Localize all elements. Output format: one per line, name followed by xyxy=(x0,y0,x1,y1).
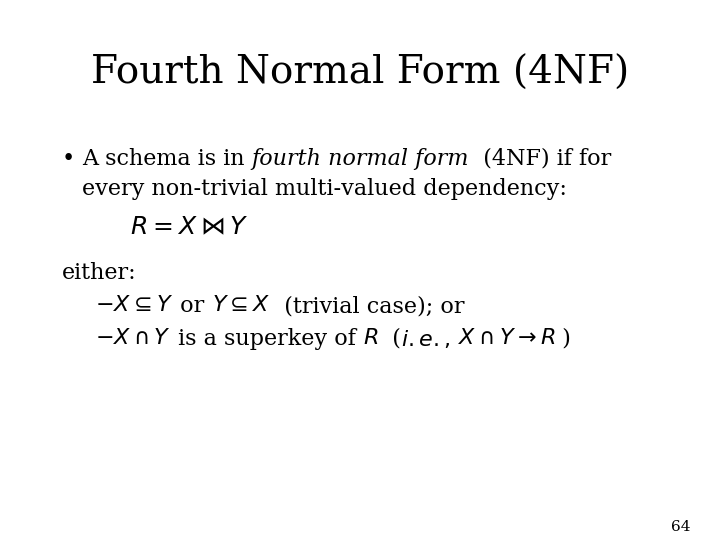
Text: 64: 64 xyxy=(670,520,690,534)
Text: $X \cap Y \rightarrow R$: $X \cap Y \rightarrow R$ xyxy=(458,328,555,348)
Text: (: ( xyxy=(378,328,401,350)
Text: (trivial case); or: (trivial case); or xyxy=(270,295,464,317)
Text: Fourth Normal Form (4NF): Fourth Normal Form (4NF) xyxy=(91,55,629,92)
Text: is a superkey of: is a superkey of xyxy=(171,328,363,350)
Text: $R$: $R$ xyxy=(363,328,378,348)
Text: fourth normal form: fourth normal form xyxy=(251,148,469,170)
Text: •: • xyxy=(62,148,76,170)
Text: every non-trivial multi-valued dependency:: every non-trivial multi-valued dependenc… xyxy=(82,178,567,200)
Text: ): ) xyxy=(555,328,571,350)
Text: either:: either: xyxy=(62,262,137,284)
Text: $R = X \bowtie Y$: $R = X \bowtie Y$ xyxy=(130,215,249,239)
Text: $- X \subseteq Y$: $- X \subseteq Y$ xyxy=(95,295,174,315)
Text: or: or xyxy=(174,295,212,317)
Text: $- X \cap Y$: $- X \cap Y$ xyxy=(95,328,171,348)
Text: (4NF) if for: (4NF) if for xyxy=(469,148,611,170)
Text: $\mathit{i.e.,}$: $\mathit{i.e.,}$ xyxy=(401,328,451,350)
Text: A schema is in: A schema is in xyxy=(82,148,251,170)
Text: $Y \subseteq X$: $Y \subseteq X$ xyxy=(212,295,270,315)
